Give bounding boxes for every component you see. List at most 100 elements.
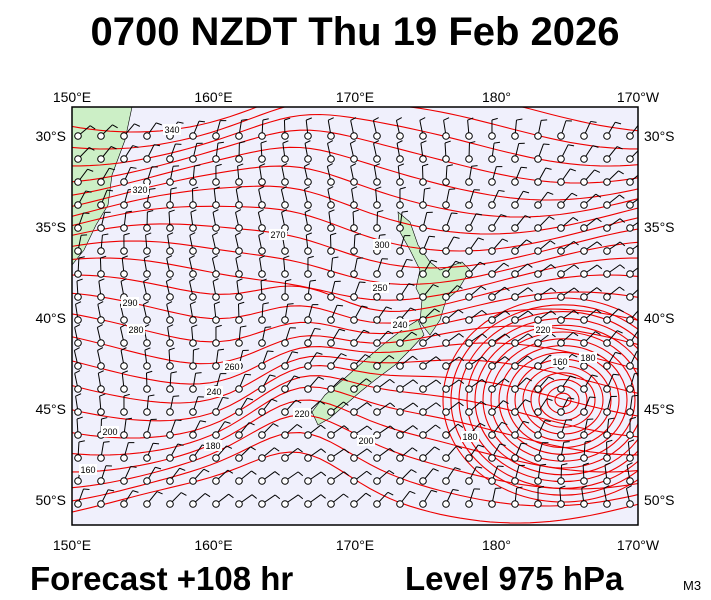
barb-station [74,224,82,232]
barb-station [235,155,243,163]
barb-station [603,247,611,255]
isobar [72,274,638,312]
barb-station [281,408,289,416]
barb-station [626,132,634,140]
barb-flag [194,164,201,167]
barb-flag [420,140,427,144]
barb-station [143,247,151,255]
barb-station [189,477,197,485]
barb-station [166,201,174,209]
barb-flag [619,194,625,199]
barb-station [557,224,565,232]
barb-station [189,339,197,347]
barb-flag [215,324,222,328]
barb-station [350,293,358,301]
barb-flag [130,166,137,169]
barb-station [120,385,128,393]
longitude-label: 150°E [53,89,91,105]
barb-flag [75,393,82,397]
barb-station [281,339,289,347]
barb-station [212,270,220,278]
barb-flag [189,232,196,236]
barb-flag [387,330,394,335]
barb-station [488,385,496,393]
barb-station [143,362,151,370]
barb-station [626,500,634,508]
map-layer: 340 320 270 300 250 290 280 260 240 220 200 180 160 2… [72,107,648,524]
barb-station [580,155,588,163]
barb-flag [626,462,633,466]
barb-station [557,477,565,485]
barb-flag [180,492,187,496]
barb-station [396,362,404,370]
barb-flag [548,376,555,381]
barb-flag [193,348,200,351]
barb-station [258,408,266,416]
barb-flag [435,379,442,385]
barb-station [143,201,151,209]
barb-station [419,500,427,508]
barb-flag [260,140,267,144]
barb-flag [328,117,334,121]
isobar [72,355,638,404]
barb-station [166,224,174,232]
latitude-label: 45°S [35,401,66,417]
contour-label: 300 [374,240,389,250]
barb-flag [469,141,476,144]
barb-flag [241,119,248,121]
barb-flag [458,333,464,338]
barb-station [74,362,82,370]
barb-flag [189,278,196,282]
barb-flag [502,238,509,242]
barb-flag [106,189,114,192]
barb-flag [643,242,648,246]
barb-station [419,270,427,278]
longitude-label: 170°W [617,537,660,553]
barb-flag [457,423,464,428]
contour-label: 340 [164,125,179,135]
barb-flag [297,494,304,500]
barb-flag [616,330,623,334]
barb-flag [306,117,312,121]
barb-flag [214,186,220,190]
barb-station [465,385,473,393]
isobar [72,107,638,133]
barb-flag [155,466,162,470]
barb-station [304,293,312,301]
barb-flag [481,309,487,315]
barb-flag [166,255,173,259]
barb-flag [258,232,265,236]
barb-station [97,339,105,347]
barb-flag [504,333,511,339]
barb-flag [74,370,81,374]
barb-station [580,477,588,485]
barb-flag [167,324,174,328]
isobar-low [474,324,638,476]
barb-station [626,316,634,324]
barb-station [557,408,565,416]
barb-station [534,247,542,255]
barb-station [212,155,220,163]
barb-station [396,500,404,508]
barb-station [442,408,450,416]
barb-station [511,224,519,232]
barb-station [373,500,381,508]
barb-flag [272,423,279,427]
barb-station [534,178,542,186]
barb-station [373,293,381,301]
barb-station [235,178,243,186]
barb-station [465,454,473,462]
barb-flag [432,468,439,472]
barb-station [557,500,565,508]
barb-station [97,454,105,462]
barb-flag [166,301,173,305]
barb-station [281,201,289,209]
barb-flag [429,235,436,238]
barb-flag [217,141,224,144]
barb-station [166,270,174,278]
contour-label: 280 [128,325,143,335]
barb-flag [431,489,438,493]
isobar-low [450,304,638,496]
barb-station [258,224,266,232]
barb-flag [431,259,438,263]
